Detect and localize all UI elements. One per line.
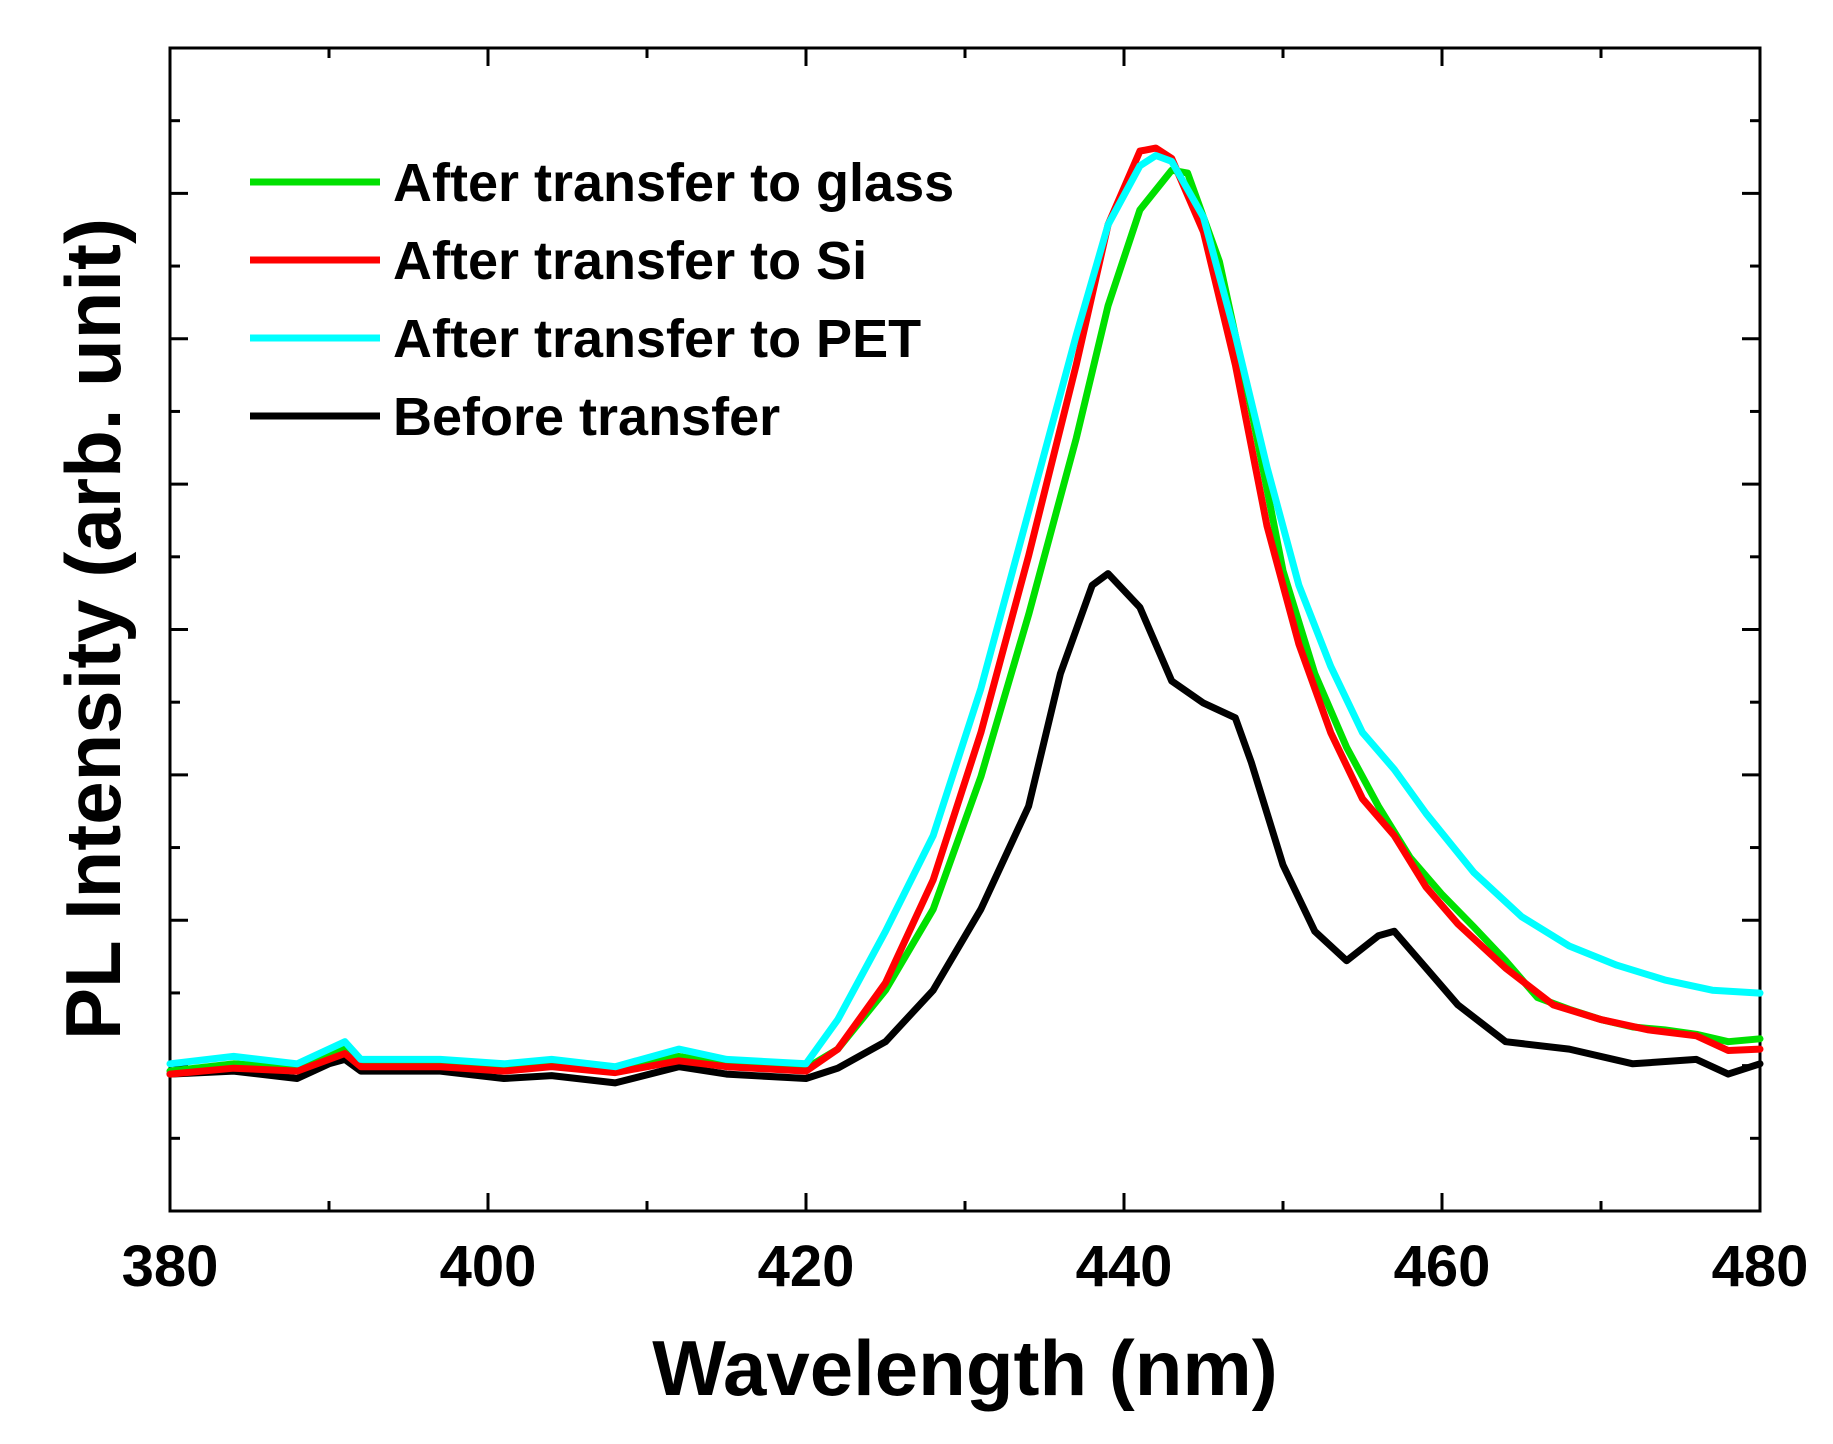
x-tick-label: 400 [440,1234,537,1299]
x-tick-label: 380 [122,1234,219,1299]
x-tick-labels: 380 400 420 440 460 480 [122,1234,1809,1299]
x-tick-label: 460 [1394,1234,1491,1299]
series-line-after-transfer-to-pet [166,152,1764,1071]
series-lines [166,144,1764,1087]
series-line-before-transfer [166,570,1764,1087]
axis-ticks [168,48,1762,1211]
x-tick-label: 440 [1076,1234,1173,1299]
legend-label: After transfer to glass [393,153,954,213]
x-axis-title: Wavelength (nm) [652,1324,1277,1412]
x-tick-label: 480 [1712,1234,1809,1299]
legend-label: After transfer to Si [393,231,867,291]
x-tick-label: 420 [758,1234,855,1299]
legend: After transfer to glass After transfer to… [250,153,954,447]
y-axis-title: PL Intensity (arb. unit) [49,218,137,1040]
plot-frame [168,46,1762,1213]
legend-label: Before transfer [393,387,780,447]
legend-label: After transfer to PET [393,309,921,369]
